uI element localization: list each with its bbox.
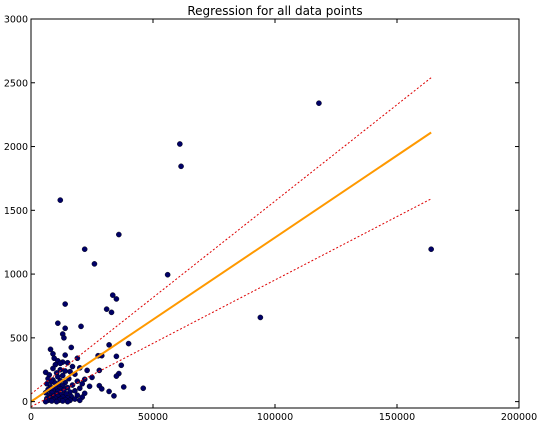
data-point	[74, 355, 81, 362]
upper-bound-line	[30, 77, 432, 395]
data-point	[113, 296, 120, 302]
data-point	[50, 365, 56, 372]
data-point	[55, 320, 61, 326]
data-point	[53, 398, 60, 405]
data-point	[81, 246, 88, 253]
y-tick-label: 1500	[4, 206, 28, 217]
data-point	[257, 314, 264, 321]
data-points	[42, 100, 434, 405]
y-tick-label: 500	[10, 333, 28, 344]
data-point	[106, 388, 112, 395]
x-axis-ticks: 0 50000 100000 150000 200000	[28, 19, 537, 423]
plot-frame	[30, 18, 520, 409]
lower-bound-line	[30, 198, 432, 408]
regression-line	[30, 131, 432, 403]
data-point	[72, 396, 78, 402]
data-point	[77, 397, 83, 404]
data-point	[64, 359, 71, 366]
data-point	[428, 246, 434, 253]
data-point	[164, 271, 171, 278]
y-tick-label: 2000	[4, 142, 28, 153]
data-point	[91, 261, 98, 267]
data-point	[178, 163, 184, 170]
data-point	[78, 323, 84, 330]
data-point	[57, 197, 64, 203]
data-point	[62, 301, 68, 307]
y-tick-label: 0	[22, 397, 28, 408]
data-point	[316, 100, 322, 106]
data-point	[79, 380, 86, 387]
data-point	[42, 398, 49, 405]
chart-title: Regression for all data points	[187, 4, 362, 18]
x-tick-label: 50000	[138, 412, 168, 423]
data-point	[84, 367, 90, 374]
x-tick-label: 150000	[379, 412, 415, 423]
data-point	[108, 309, 115, 316]
data-point	[86, 383, 93, 390]
y-tick-label: 1000	[4, 270, 28, 281]
x-tick-label: 0	[28, 412, 34, 423]
data-point	[109, 292, 116, 298]
data-point	[59, 372, 66, 379]
data-point	[47, 346, 54, 353]
data-point	[61, 335, 67, 341]
data-point	[113, 353, 120, 360]
y-axis-ticks: 0 500 1000 1500 2000 2500 3000	[4, 15, 519, 408]
data-point	[111, 393, 117, 399]
data-point	[68, 344, 75, 351]
data-point	[118, 362, 125, 369]
data-point	[62, 325, 68, 332]
data-point	[96, 367, 103, 374]
data-point	[98, 386, 105, 392]
data-point	[48, 398, 55, 404]
data-point	[140, 385, 147, 392]
data-point	[77, 385, 83, 392]
data-point	[106, 342, 112, 348]
regression-lines	[30, 77, 432, 408]
data-point	[103, 306, 110, 312]
data-point	[120, 384, 127, 390]
x-tick-label: 200000	[501, 412, 537, 423]
plot-area	[30, 18, 520, 409]
data-point	[113, 373, 120, 379]
data-point	[116, 231, 122, 238]
data-point	[59, 398, 66, 404]
data-point	[64, 398, 71, 405]
y-tick-label: 3000	[4, 15, 28, 26]
y-tick-label: 2500	[4, 78, 28, 89]
data-point	[125, 340, 132, 347]
x-tick-label: 100000	[257, 412, 293, 423]
data-point	[177, 141, 183, 147]
data-point	[57, 360, 64, 367]
data-point	[69, 363, 76, 370]
data-point	[69, 382, 76, 388]
data-point	[62, 352, 68, 358]
